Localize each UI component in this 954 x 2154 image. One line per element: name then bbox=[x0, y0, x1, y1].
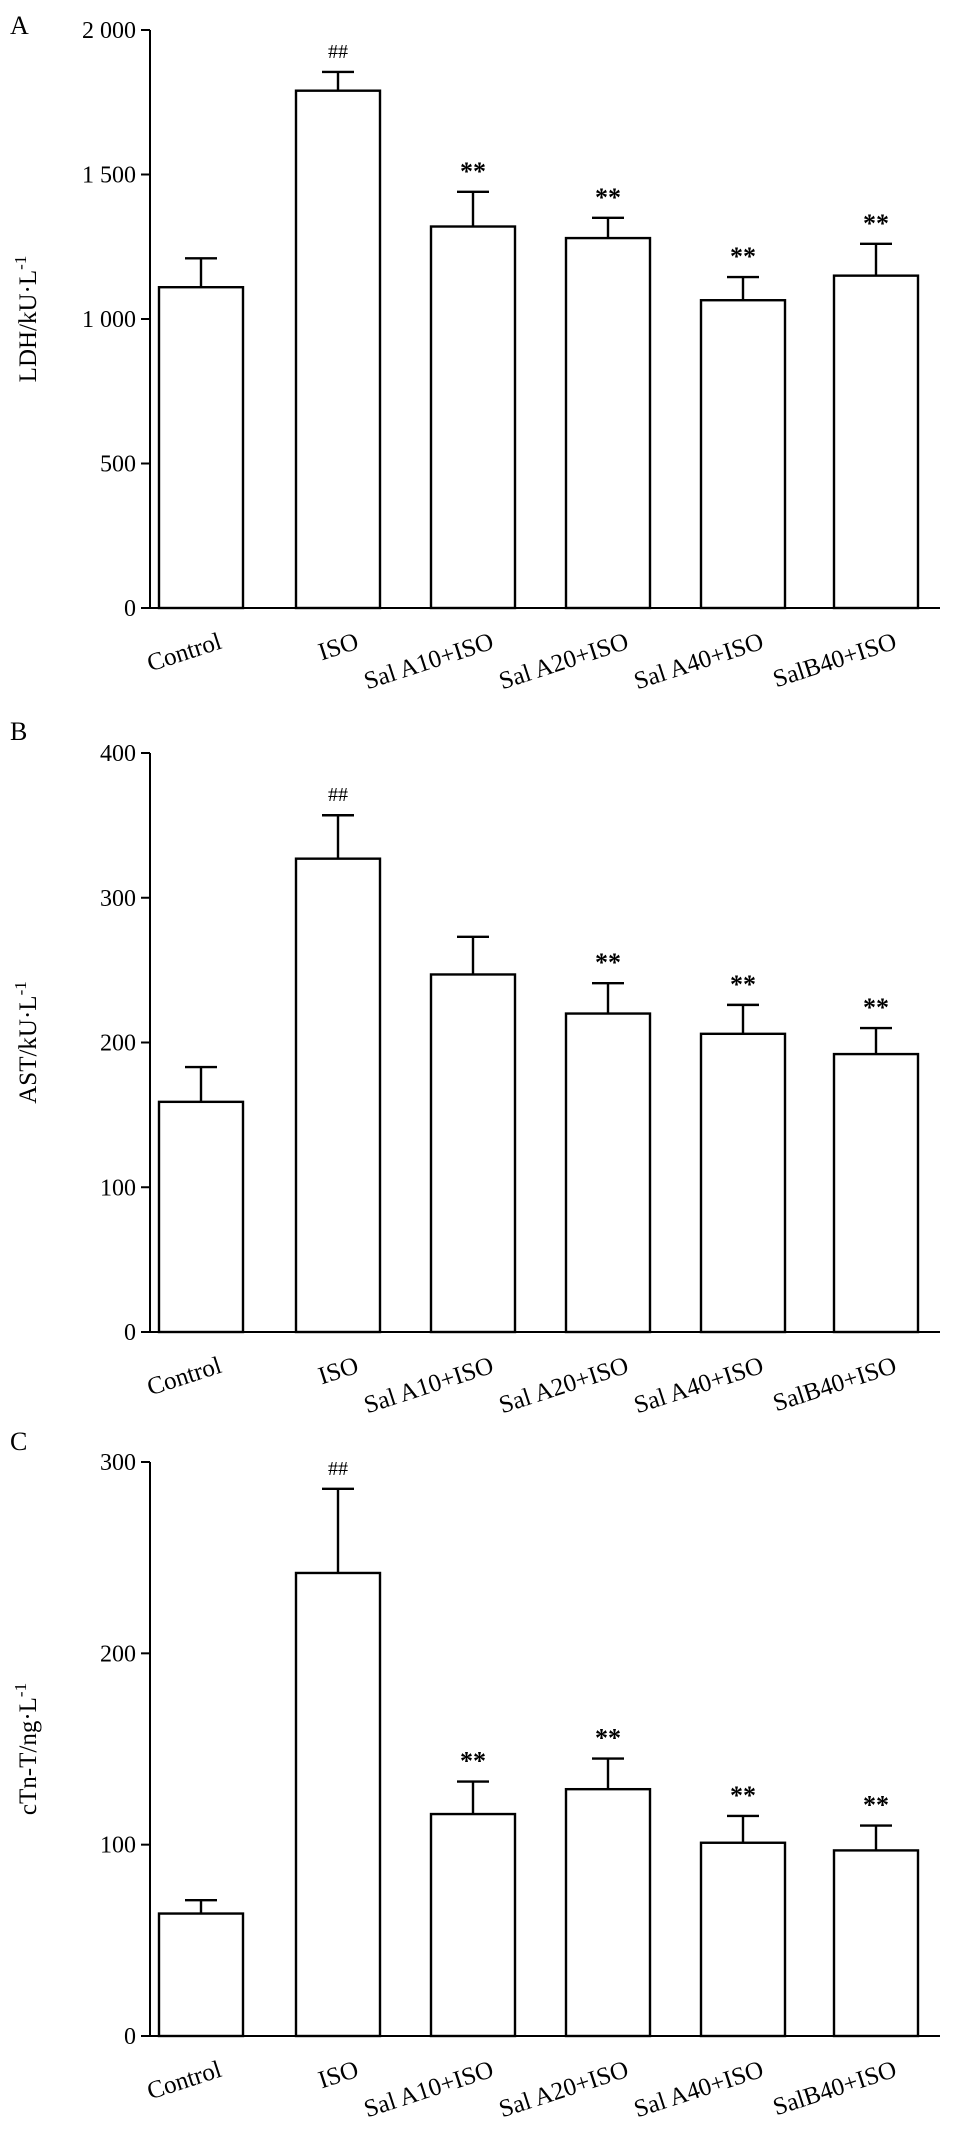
y-tick-label: 200 bbox=[100, 1031, 136, 1057]
y-tick-label: 0 bbox=[124, 596, 136, 622]
significance-label: ** bbox=[863, 993, 889, 1022]
significance-label: ** bbox=[595, 948, 621, 977]
significance-label: ** bbox=[460, 157, 486, 186]
significance-label: ** bbox=[460, 1747, 486, 1776]
y-tick-label: 0 bbox=[124, 2024, 136, 2050]
significance-label: ** bbox=[730, 970, 756, 999]
y-tick-label: 300 bbox=[100, 886, 136, 912]
bar bbox=[699, 1841, 787, 2038]
category-label: Sal A20+ISO bbox=[496, 628, 632, 695]
y-tick-label: 2 000 bbox=[82, 18, 136, 44]
chart-panel-A: A 0 500 1 000 1 500 2 000 LDH/kU·L-1 Control ## I… bbox=[10, 11, 940, 695]
panel-letter: C bbox=[10, 1427, 27, 1456]
bar bbox=[429, 1812, 517, 2038]
category-label: Sal A10+ISO bbox=[361, 628, 497, 695]
bar bbox=[429, 973, 517, 1334]
category-label: ISO bbox=[315, 1352, 362, 1390]
y-tick-label: 400 bbox=[100, 741, 136, 767]
y-tick-label: 0 bbox=[124, 1320, 136, 1346]
bar bbox=[157, 286, 245, 610]
bar bbox=[294, 89, 382, 610]
panel-letter: B bbox=[10, 717, 27, 746]
significance-label: ** bbox=[863, 1791, 889, 1820]
significance-label: ** bbox=[595, 183, 621, 212]
y-axis-label: LDH/kU·L-1 bbox=[11, 256, 42, 383]
category-label: Sal A40+ISO bbox=[631, 2056, 767, 2123]
category-label: SalB40+ISO bbox=[770, 2056, 900, 2121]
y-tick-label: 100 bbox=[100, 1833, 136, 1859]
bar bbox=[157, 1100, 245, 1334]
category-label: Sal A40+ISO bbox=[631, 628, 767, 695]
y-tick-label: 500 bbox=[100, 452, 136, 478]
bar bbox=[157, 1912, 245, 2038]
significance-label: ## bbox=[328, 41, 348, 63]
category-label: Control bbox=[144, 1352, 225, 1401]
bar bbox=[564, 1787, 652, 2038]
category-label: Control bbox=[144, 2056, 225, 2105]
panel-letter: A bbox=[10, 11, 29, 40]
y-axis-label: AST/kU·L-1 bbox=[11, 981, 42, 1104]
significance-label: ## bbox=[328, 1458, 348, 1480]
y-tick-label: 1 000 bbox=[82, 307, 136, 333]
bar bbox=[832, 1052, 920, 1334]
y-tick-label: 200 bbox=[100, 1641, 136, 1667]
significance-label: ** bbox=[730, 242, 756, 271]
significance-label: ** bbox=[730, 1781, 756, 1810]
category-label: ISO bbox=[315, 2056, 362, 2094]
category-label: Sal A10+ISO bbox=[361, 2056, 497, 2123]
category-label: SalB40+ISO bbox=[770, 1352, 900, 1417]
bar bbox=[564, 1012, 652, 1334]
bar bbox=[699, 299, 787, 610]
category-label: Sal A40+ISO bbox=[631, 1352, 767, 1419]
category-label: ISO bbox=[315, 628, 362, 666]
y-tick-label: 1 500 bbox=[82, 163, 136, 189]
category-label: Sal A10+ISO bbox=[361, 1352, 497, 1419]
chart-panel-B: B0100200300400AST/kU·L-1Control##ISOSal … bbox=[10, 717, 940, 1419]
bar bbox=[294, 1571, 382, 2038]
bar bbox=[564, 236, 652, 610]
chart-panel-C: C 0 100 200 300 cTn-T/ng·L-1 Control ## ISO ** Sal… bbox=[10, 1427, 940, 2123]
bar bbox=[429, 225, 517, 610]
category-label: Sal A20+ISO bbox=[496, 2056, 632, 2123]
category-label: SalB40+ISO bbox=[770, 628, 900, 693]
significance-label: ** bbox=[863, 209, 889, 238]
bar bbox=[699, 1032, 787, 1334]
bar bbox=[832, 1849, 920, 2038]
y-tick-label: 100 bbox=[100, 1175, 136, 1201]
significance-label: ** bbox=[595, 1724, 621, 1753]
y-axis-label: cTn-T/ng·L-1 bbox=[11, 1683, 42, 1815]
bar bbox=[294, 857, 382, 1334]
category-label: Sal A20+ISO bbox=[496, 1352, 632, 1419]
category-label: Control bbox=[144, 628, 225, 677]
y-tick-label: 300 bbox=[100, 1450, 136, 1476]
significance-label: ## bbox=[328, 784, 348, 806]
bar bbox=[832, 274, 920, 610]
